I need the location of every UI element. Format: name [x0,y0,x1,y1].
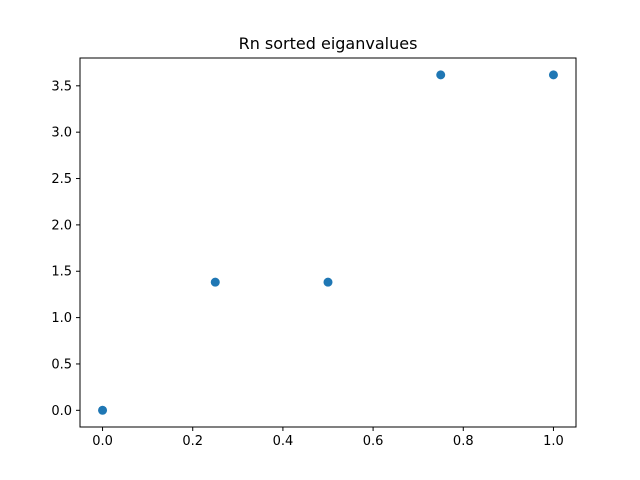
data-point [210,277,220,287]
x-tick-label: 0.4 [273,434,294,449]
data-point [323,277,333,287]
x-tick-label: 0.0 [92,434,113,449]
plot-area-frame [79,57,577,428]
y-tick-label: 2.0 [51,218,72,233]
data-point [548,70,558,80]
x-tick-label: 1.0 [543,434,564,449]
data-point [98,405,108,415]
y-tick-label: 0.5 [51,357,72,372]
y-tick-label: 1.0 [51,311,72,326]
y-tick-label: 3.0 [51,126,72,141]
scatter-points [98,70,558,415]
x-tick-label: 0.2 [182,434,203,449]
chart-title: Rn sorted eiganvalues [239,34,418,53]
y-axis-ticks: 0.0 0.5 1.0 1.5 2.0 2.5 3.0 3.5 [51,79,80,419]
y-tick-label: 1.5 [51,265,72,280]
y-tick-label: 3.5 [51,79,72,94]
x-tick-label: 0.8 [453,434,474,449]
y-tick-label: 0.0 [51,404,72,419]
x-tick-label: 0.6 [363,434,384,449]
data-point [436,70,446,80]
y-tick-label: 2.5 [51,172,72,187]
x-axis-ticks: 0.0 0.2 0.4 0.6 0.8 1.0 [92,427,564,449]
